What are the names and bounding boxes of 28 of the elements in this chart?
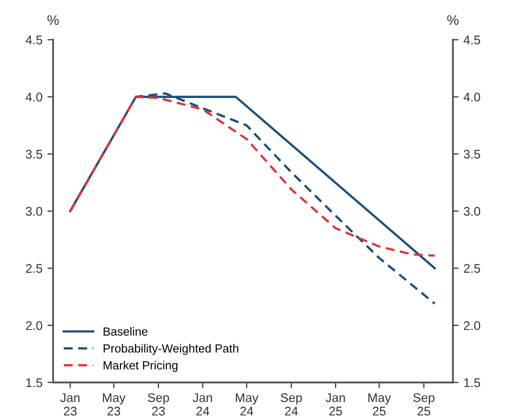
- y-tick-label: 3.5: [26, 150, 42, 159]
- y2-tick-label: 3.0: [464, 206, 480, 216]
- y-tick-label: 3.0: [26, 206, 42, 216]
- y-tick-label: 4.0: [26, 92, 42, 102]
- y-tick-label: 1.5: [26, 378, 42, 388]
- y-axis-title: %: [47, 15, 59, 25]
- y2-tick-label: 1.5: [464, 378, 480, 388]
- y2-tick-label: 4.0: [464, 92, 480, 102]
- x-tick-label: Sep 24: [280, 393, 302, 416]
- x-tick-label: Jan 23: [60, 393, 80, 416]
- y2-tick-label: 3.5: [464, 150, 480, 159]
- legend-label: Market Pricing: [104, 360, 178, 372]
- x-tick-label: Jan 24: [192, 393, 212, 416]
- y2-axis-title: %: [447, 15, 459, 25]
- x-tick-label: Sep 25: [413, 393, 434, 416]
- y-tick-label: 2.5: [26, 264, 42, 273]
- x-tick-label: May 23: [102, 393, 126, 416]
- y2-tick-label: 2.0: [464, 321, 480, 330]
- x-tick-label: May 24: [236, 393, 258, 416]
- x-tick-label: May 25: [368, 393, 391, 416]
- legend-label: Probability-Weighted Path: [104, 344, 238, 355]
- y-tick-label: 2.0: [26, 321, 42, 330]
- x-tick-label: Sep 23: [148, 393, 170, 416]
- x-tick-label: Jan 25: [326, 393, 345, 416]
- y2-tick-label: 4.5: [464, 36, 480, 44]
- legend-label: Baseline: [104, 327, 148, 336]
- y2-tick-label: 2.5: [464, 264, 480, 273]
- y-tick-label: 4.5: [26, 36, 42, 44]
